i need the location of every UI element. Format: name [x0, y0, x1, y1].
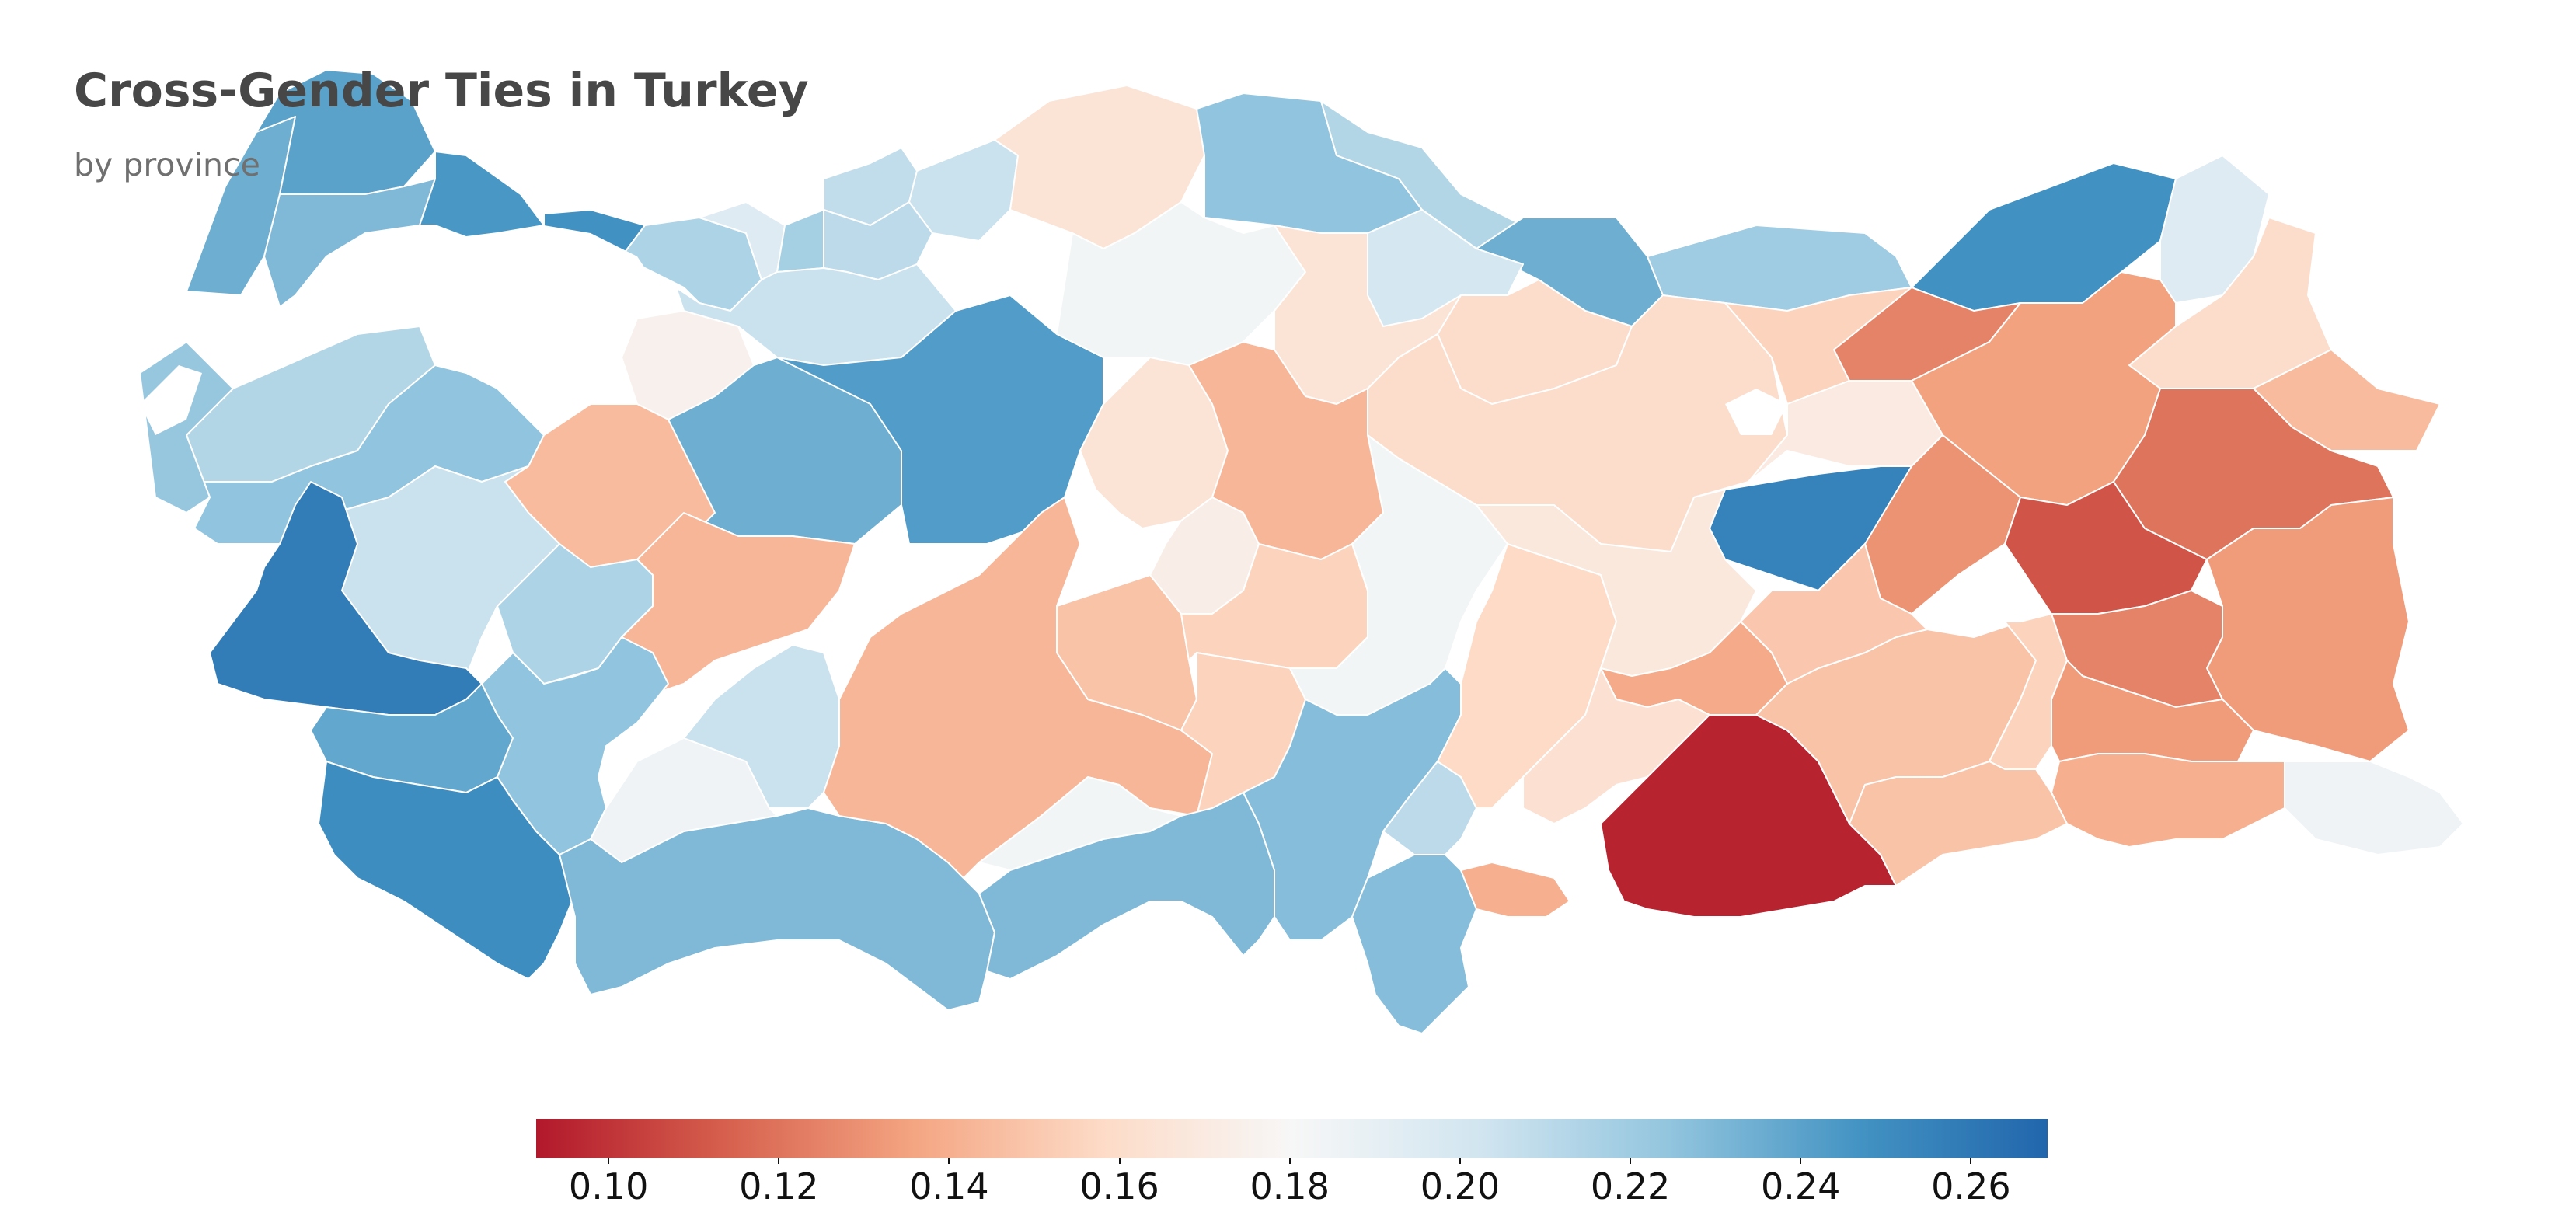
colorbar-tick-mark [1630, 1158, 1632, 1164]
province-hatay [1351, 854, 1477, 1034]
colorbar-tick-label: 0.24 [1761, 1166, 1841, 1207]
province-kilis [1460, 862, 1570, 918]
colorbar-tick-mark [608, 1158, 610, 1164]
map-title: Cross-Gender Ties in Turkey [74, 64, 809, 118]
province-malatya [1476, 489, 1757, 677]
colorbar-tick-mark [1800, 1158, 1802, 1164]
province-hakkari [2284, 761, 2464, 855]
province-mus [2004, 481, 2208, 615]
province-bolu [675, 263, 957, 366]
water-body-2 [1725, 389, 1787, 435]
colorbar-tick-mark [1459, 1158, 1461, 1164]
map-subtitle: by province [74, 146, 260, 183]
colorbar-tick-mark [1118, 1158, 1121, 1164]
water-body-1 [140, 365, 202, 435]
province-mersin [978, 792, 1275, 980]
colorbar-tick-label: 0.22 [1590, 1166, 1671, 1207]
colorbar-tick-label: 0.12 [739, 1166, 819, 1207]
colorbar: 0.10 0.12 0.14 0.16 0.18 0.20 0.22 0.24 0.26 [536, 1119, 2048, 1220]
province-istanbul [419, 151, 545, 238]
colorbar-gradient [536, 1119, 2048, 1158]
province-mugla [318, 761, 576, 980]
colorbar-tick-label: 0.18 [1250, 1166, 1330, 1207]
colorbar-tick-mark [1288, 1158, 1291, 1164]
colorbar-tick-label: 0.10 [568, 1166, 649, 1207]
province-thrace-east [263, 178, 436, 308]
colorbar-tick-label: 0.26 [1931, 1166, 2011, 1207]
colorbar-tick-label: 0.14 [909, 1166, 989, 1207]
colorbar-tick-label: 0.20 [1420, 1166, 1501, 1207]
colorbar-tick-mark [778, 1158, 780, 1164]
colorbar-tick-mark [1970, 1158, 1972, 1164]
colorbar-tick-mark [948, 1158, 950, 1164]
province-thrace-north [256, 69, 436, 195]
provinces-layer [139, 69, 2464, 1034]
colorbar-tick-label: 0.16 [1079, 1166, 1159, 1207]
water-body-0 [342, 225, 653, 319]
province-elazig [1740, 543, 1928, 685]
province-sirnak [2051, 753, 2285, 848]
